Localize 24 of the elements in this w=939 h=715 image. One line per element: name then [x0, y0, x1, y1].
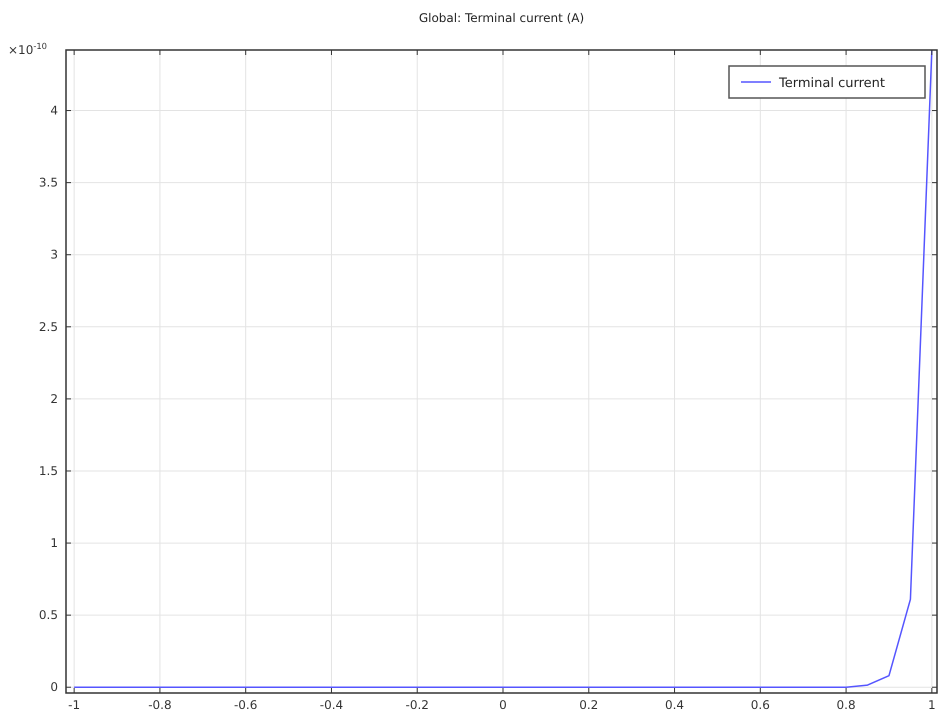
text: ×10$^{-10}$ [8, 41, 48, 57]
line-series [73, 50, 933, 688]
x-tick-label: -0.6 [234, 698, 258, 712]
x-tick-label: 1 [928, 698, 936, 712]
y-tick-label: 2 [50, 392, 58, 406]
y-tick-label: 0.5 [38, 608, 58, 622]
x-tick-label: 0.6 [750, 698, 770, 712]
x-tick-label: 0 [499, 698, 507, 712]
y-tick-label: 1.5 [38, 464, 58, 478]
x-tick-label: -1 [68, 698, 80, 712]
y-tick-label: 0 [50, 680, 58, 694]
x-tick-label: -0.8 [148, 698, 172, 712]
y-tick-label: 2.5 [38, 320, 58, 334]
x-tick-label: 0.2 [579, 698, 598, 712]
legend-label: Terminal current [778, 76, 885, 91]
y-tick-label: 1 [50, 536, 58, 550]
x-tick-label: 0.4 [664, 698, 684, 712]
x-tick-label: -0.4 [320, 698, 344, 712]
y-tick-label: 3.5 [38, 176, 58, 190]
x-tick-label: -0.2 [406, 698, 429, 712]
chart-title: Global: Terminal current (A) [418, 11, 584, 25]
x-tick-label: 0.8 [836, 698, 856, 712]
y-tick-label: 3 [50, 248, 58, 262]
y-tick-label: 4 [50, 104, 58, 118]
